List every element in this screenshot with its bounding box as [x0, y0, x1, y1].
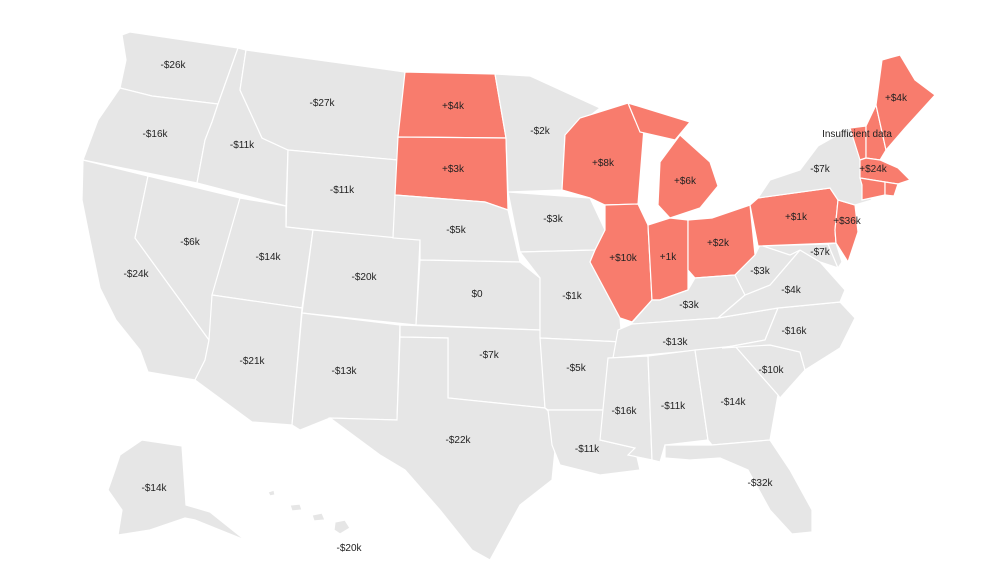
label-ks: $0 [471, 289, 483, 300]
label-nc: -$16k [781, 326, 807, 337]
label-ok: -$7k [479, 350, 499, 361]
label-la: -$11k [575, 444, 600, 455]
label-id: -$11k [230, 140, 255, 151]
label-in: +1k [660, 252, 677, 263]
state-illinois[interactable] [589, 203, 653, 323]
state-connecticut[interactable] [859, 177, 886, 201]
label-ga: -$14k [720, 397, 746, 408]
label-hi: -$20k [336, 543, 362, 554]
state-hawaii[interactable] [267, 489, 351, 535]
label-fl: -$32k [747, 478, 773, 489]
label-ky: -$3k [679, 300, 699, 311]
state-maine[interactable] [875, 54, 936, 152]
label-wv: -$3k [750, 266, 770, 277]
state-new-hampshire[interactable] [865, 103, 887, 161]
label-ca: -$24k [123, 269, 149, 280]
label-nd: +$4k [442, 101, 465, 112]
state-rhode-island[interactable] [884, 181, 899, 197]
label-me: +$4k [885, 93, 908, 104]
label-nj: +$36k [833, 216, 862, 227]
label-tn: -$13k [662, 337, 688, 348]
label-il: +$10k [609, 253, 638, 264]
label-oh: +$2k [707, 238, 730, 249]
label-mo: -$1k [562, 291, 582, 302]
label-tx: -$22k [445, 435, 471, 446]
label-ak: -$14k [141, 483, 167, 494]
label-or: -$16k [142, 129, 168, 140]
state-alaska[interactable] [107, 439, 246, 541]
label-wy: -$11k [330, 185, 355, 196]
label-ct: +$24k [859, 164, 888, 175]
label-mn: -$2k [530, 126, 550, 137]
label-co: -$20k [351, 272, 377, 283]
insufficient-data-note: Insufficient data [822, 129, 892, 140]
label-va: -$4k [781, 285, 801, 296]
label-ut: -$14k [255, 252, 281, 263]
label-wa: -$26k [160, 60, 186, 71]
label-ne: -$5k [446, 225, 466, 236]
label-az: -$21k [239, 356, 265, 367]
label-sd: +$3k [442, 164, 465, 175]
label-ny: -$7k [810, 164, 830, 175]
state-michigan[interactable] [626, 102, 719, 219]
state-texas[interactable] [328, 336, 559, 561]
label-nv: -$6k [180, 237, 200, 248]
label-ia: -$3k [543, 214, 563, 225]
label-mi: +$6k [674, 176, 697, 187]
label-mt: -$27k [309, 98, 335, 109]
label-sc: -$10k [758, 365, 784, 376]
label-ms: -$16k [611, 406, 637, 417]
state-florida[interactable] [664, 439, 813, 535]
label-wi: +$8k [592, 158, 615, 169]
label-md: -$7k [810, 247, 830, 258]
label-al: -$11k [661, 401, 686, 412]
label-nm: -$13k [331, 366, 357, 377]
label-pa: +$1k [785, 212, 808, 223]
state-wisconsin[interactable] [561, 102, 645, 206]
label-ar: -$5k [566, 363, 586, 374]
